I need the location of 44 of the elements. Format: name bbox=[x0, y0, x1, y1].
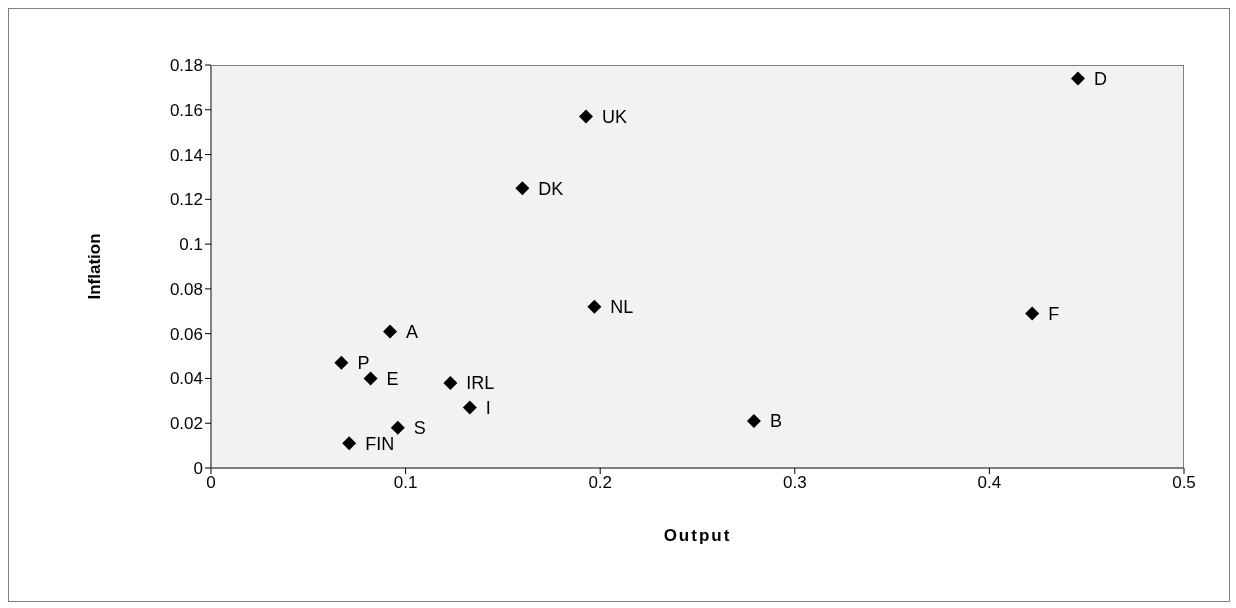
annotation: DK bbox=[538, 178, 564, 199]
annotation: FIN bbox=[365, 433, 395, 454]
x-tick-label: 0.1 bbox=[393, 473, 418, 493]
point bbox=[342, 436, 357, 451]
point bbox=[443, 375, 458, 390]
x-tick-label: 0.3 bbox=[782, 473, 807, 493]
y-tick-label: 0 bbox=[193, 459, 203, 479]
y-tick-label: 0.14 bbox=[169, 145, 203, 165]
point bbox=[462, 400, 477, 415]
annotation: P bbox=[357, 353, 370, 374]
x-tick-label: 0.2 bbox=[588, 473, 613, 493]
point bbox=[1025, 306, 1040, 321]
annotation: IRL bbox=[466, 373, 495, 394]
x-tick-label: 0.4 bbox=[977, 473, 1002, 493]
annotation: D bbox=[1093, 68, 1107, 89]
annotation: B bbox=[769, 411, 782, 432]
annotation: S bbox=[413, 418, 426, 439]
point bbox=[746, 413, 761, 428]
y-tick-label: 0.06 bbox=[169, 324, 203, 344]
point bbox=[587, 299, 602, 314]
annotation: F bbox=[1048, 303, 1060, 324]
x-tick-label: 0.5 bbox=[1172, 473, 1196, 493]
point bbox=[334, 355, 349, 370]
annotation: I bbox=[485, 397, 491, 418]
annotation: NL bbox=[610, 297, 634, 318]
point bbox=[515, 181, 530, 196]
x-axis-title: Output bbox=[663, 526, 732, 545]
x-tick-label: 0 bbox=[206, 473, 216, 493]
point bbox=[383, 324, 398, 339]
annotation: A bbox=[406, 321, 419, 342]
y-tick-label: 0.02 bbox=[169, 414, 203, 434]
y-axis-title: Inflation bbox=[85, 233, 105, 300]
y-tick-label: 0.04 bbox=[169, 369, 203, 389]
y-tick-label: 0.12 bbox=[169, 190, 203, 210]
annotation: UK bbox=[601, 106, 628, 127]
y-tick-label: 0.16 bbox=[169, 100, 203, 120]
y-tick-label: 0.1 bbox=[179, 235, 203, 255]
point bbox=[1070, 71, 1085, 86]
point bbox=[363, 371, 378, 386]
point bbox=[578, 109, 593, 124]
point bbox=[390, 420, 405, 435]
annotation: E bbox=[386, 368, 399, 389]
y-tick-label: 0.18 bbox=[169, 56, 203, 76]
y-tick-label: 0.08 bbox=[169, 279, 203, 299]
